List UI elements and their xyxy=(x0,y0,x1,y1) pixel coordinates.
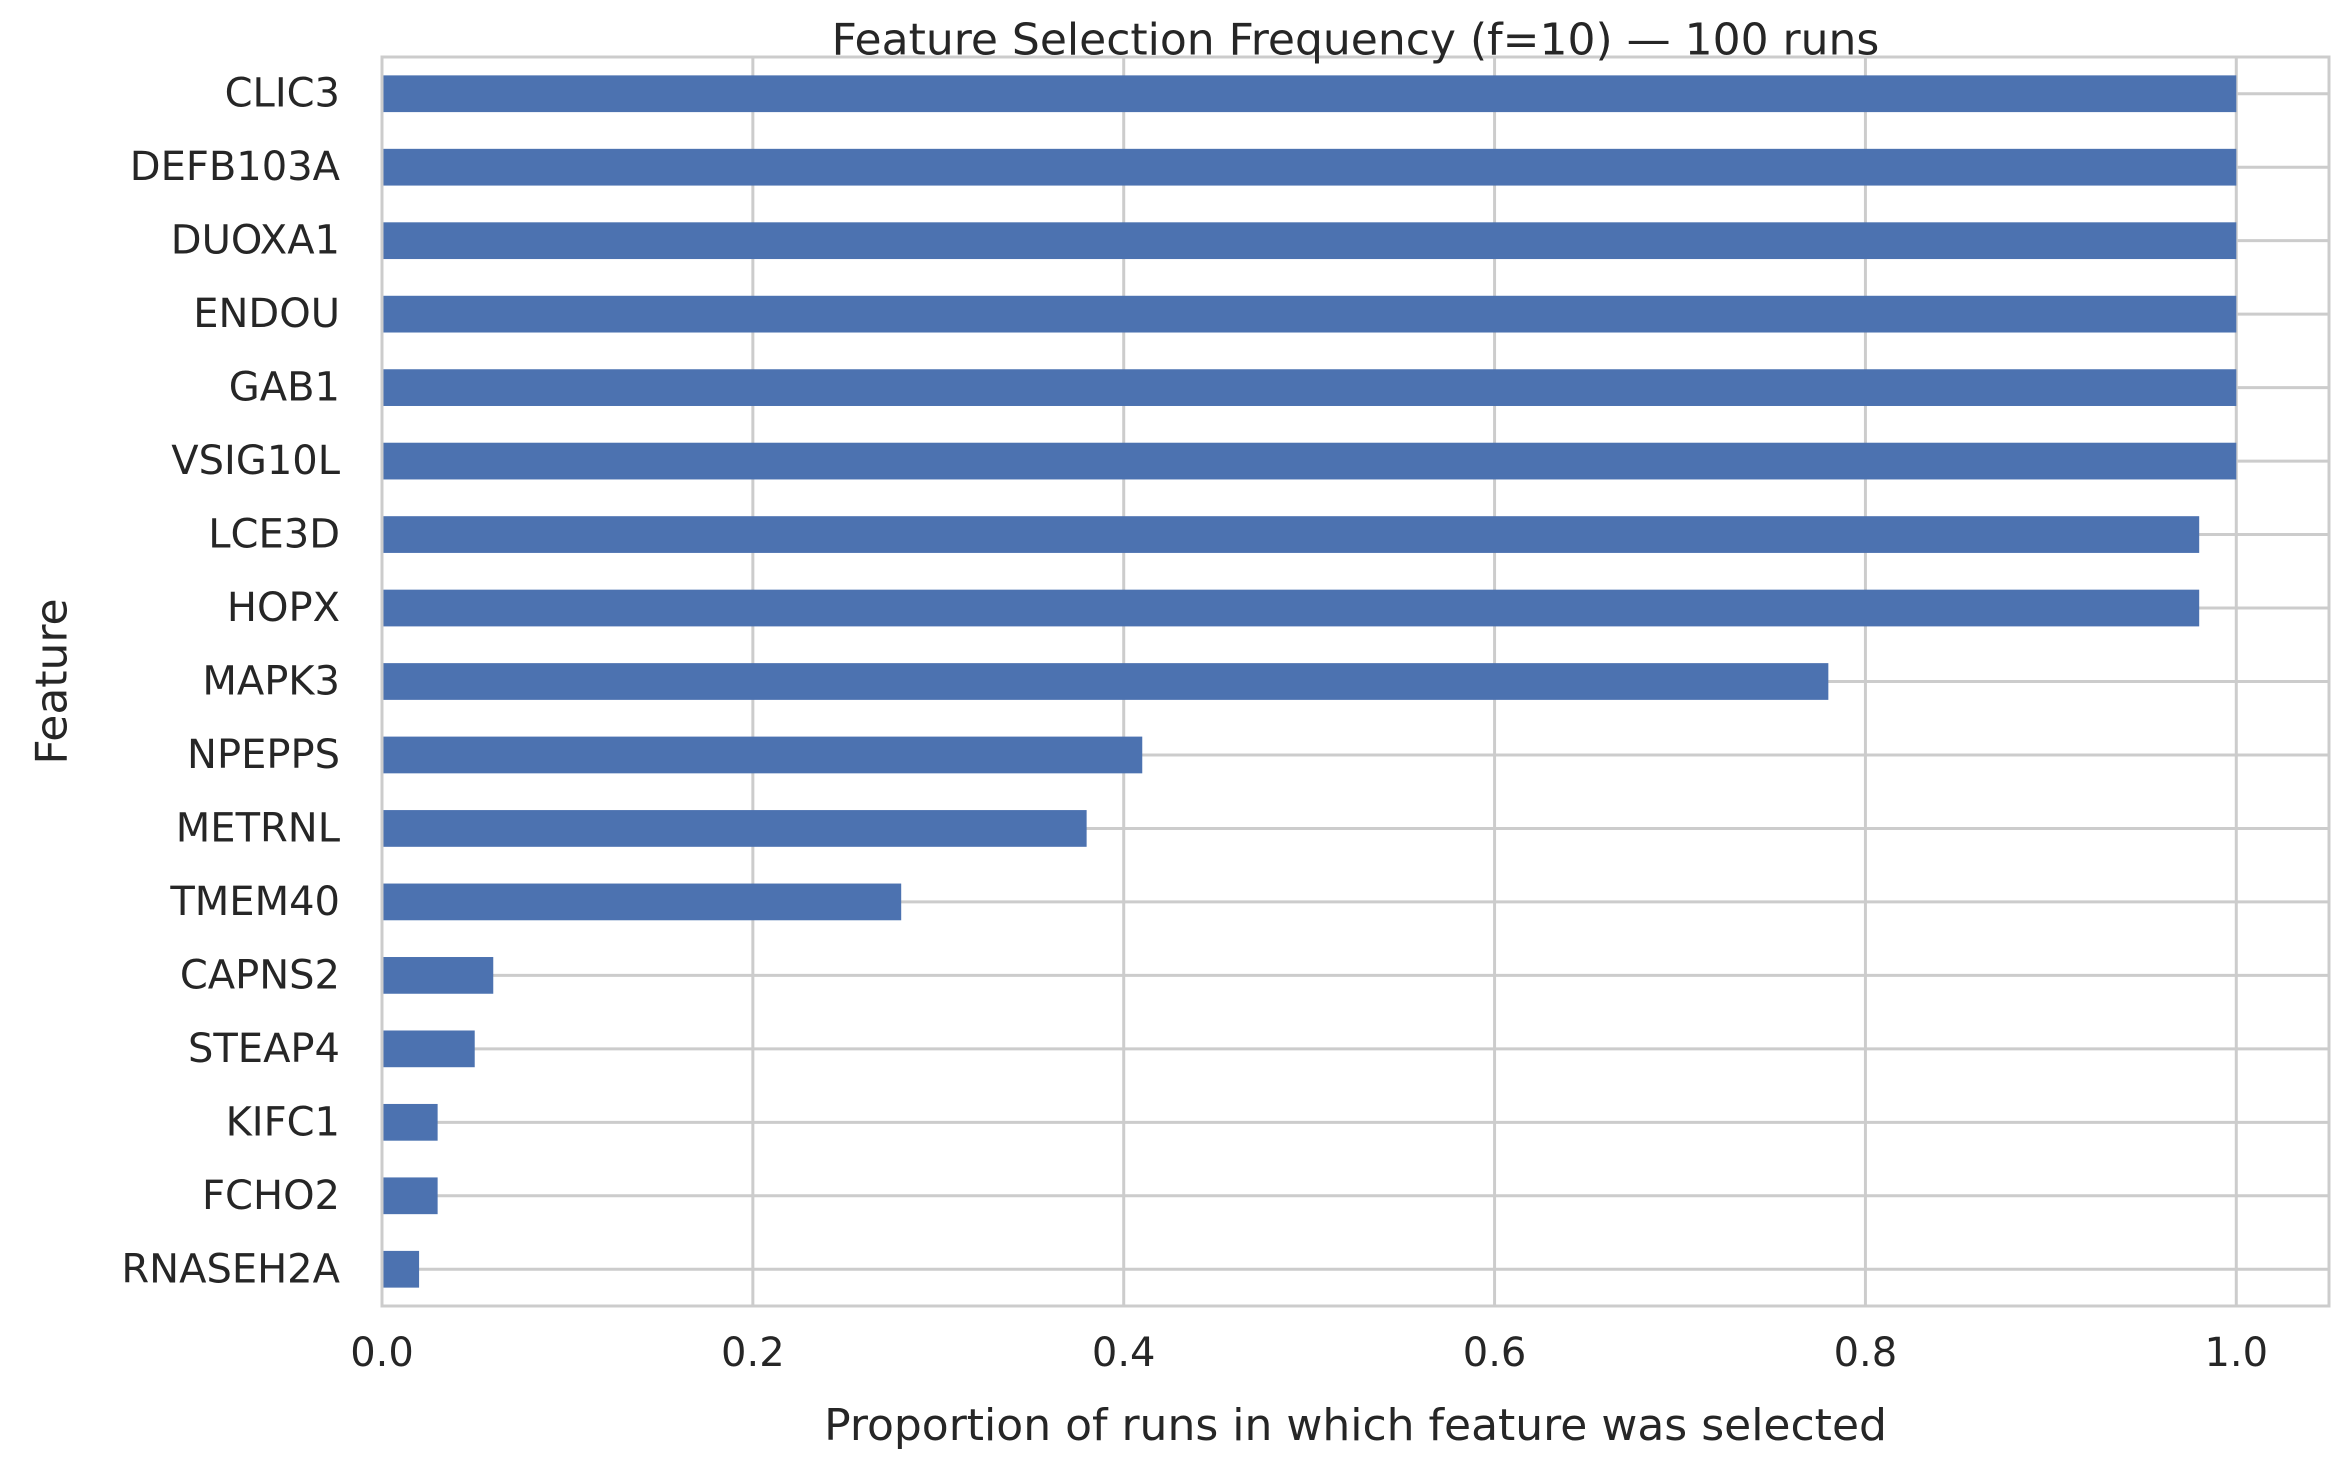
y-tick-label: GAB1 xyxy=(229,365,340,411)
bar xyxy=(382,295,2237,333)
y-tick-label: LCE3D xyxy=(208,512,340,558)
bar xyxy=(382,957,494,994)
bar xyxy=(382,810,1087,847)
plot-frame xyxy=(380,55,2331,1308)
bar xyxy=(382,75,2237,113)
bar xyxy=(382,589,2200,627)
x-tick-label: 0.0 xyxy=(350,1330,414,1376)
bar xyxy=(382,1030,475,1068)
bar xyxy=(382,663,1829,700)
y-tick-label: TMEM40 xyxy=(169,879,340,925)
y-tick-label: RNASEH2A xyxy=(121,1246,340,1292)
y-tick-label: DEFB103A xyxy=(130,144,341,190)
bar xyxy=(382,516,2200,553)
bar xyxy=(382,148,2237,186)
bar xyxy=(382,222,2237,260)
bar xyxy=(382,369,2237,406)
bar xyxy=(382,736,1143,774)
bar xyxy=(382,442,2237,480)
x-tick-label: 1.0 xyxy=(2204,1330,2268,1376)
x-tick-label: 0.8 xyxy=(1834,1330,1898,1376)
y-axis-label: Feature xyxy=(27,598,78,764)
y-tick-label: METRNL xyxy=(176,805,341,851)
y-tick-label: HOPX xyxy=(227,585,340,631)
y-tick-label: MAPK3 xyxy=(202,659,340,705)
bars xyxy=(382,75,2237,1288)
bar xyxy=(382,883,902,921)
y-tick-label: CAPNS2 xyxy=(180,952,340,998)
y-tick-label: DUOXA1 xyxy=(171,218,340,264)
x-tick-label: 0.6 xyxy=(1463,1330,1527,1376)
y-tick-label: CLIC3 xyxy=(225,71,340,117)
y-tick-label: ENDOU xyxy=(193,291,340,337)
x-axis-label: Proportion of runs in which feature was … xyxy=(824,1400,1887,1451)
bar xyxy=(382,1250,420,1288)
y-tick-label: NPEPPS xyxy=(187,732,340,778)
bar xyxy=(382,1103,438,1141)
x-tick-label: 0.2 xyxy=(721,1330,785,1376)
y-tick-label: VSIG10L xyxy=(171,438,340,484)
chart-title: Feature Selection Frequency (f=10) — 100… xyxy=(832,15,1880,66)
y-tick-label: FCHO2 xyxy=(202,1173,340,1219)
y-tick-label: KIFC1 xyxy=(226,1099,340,1145)
y-tick-labels: CLIC3 DEFB103A DUOXA1 ENDOU GAB1 VSIG10L LCE3D… xyxy=(121,71,340,1293)
y-tick-label: STEAP4 xyxy=(188,1026,340,1072)
x-tick-label: 0.4 xyxy=(1092,1330,1156,1376)
x-tick-labels: 0.0 0.2 0.4 0.6 0.8 1.0 xyxy=(350,1330,2268,1376)
bar xyxy=(382,1177,438,1215)
